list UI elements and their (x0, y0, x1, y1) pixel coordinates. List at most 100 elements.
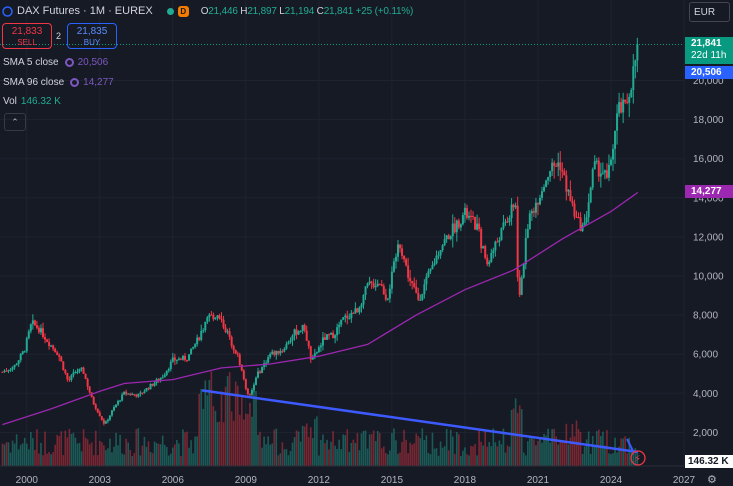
indicator-volume[interactable]: Vol 146.32 K (3, 96, 61, 107)
candle-body (362, 295, 365, 305)
volume-bar (186, 431, 188, 466)
volume-bar (7, 442, 10, 466)
candle-body (328, 334, 331, 336)
candle-body (218, 315, 221, 319)
candle-body (214, 317, 217, 320)
candle-body (518, 277, 521, 295)
volume-bar (42, 455, 44, 466)
candle-body (88, 386, 91, 393)
volume-bar (407, 453, 409, 466)
volume-bar (356, 433, 359, 466)
indicator-sma5[interactable]: SMA 5 close 20,506 (3, 57, 108, 68)
candle-body (612, 148, 615, 160)
candle-body (390, 271, 393, 289)
candle-body (384, 294, 387, 300)
volume-bar (245, 413, 247, 466)
candle-body (31, 320, 34, 325)
candle-body (589, 187, 592, 203)
lightning-icon: ⚡ (634, 454, 641, 465)
volume-bar (238, 414, 241, 466)
volume-bar (32, 438, 34, 466)
candle-body (451, 223, 454, 237)
volume-bar (524, 455, 527, 466)
candle-body (3, 370, 6, 372)
volume-bar (460, 455, 462, 466)
x-tick-label: 2006 (162, 475, 185, 486)
candle-body (532, 211, 535, 213)
volume-bar (409, 442, 411, 466)
candle-body (559, 162, 562, 170)
volume-bar (415, 433, 418, 466)
volume-bar (180, 455, 182, 466)
last-price-value: 21,841 (691, 38, 722, 49)
candle-body (285, 344, 288, 349)
volume-bar (212, 406, 215, 466)
gear-icon[interactable]: ⚙ (707, 474, 717, 486)
candle-body (437, 255, 440, 257)
candle-body (599, 173, 602, 177)
candle-body (204, 321, 207, 331)
candle-body (279, 351, 282, 354)
candle-body (605, 170, 608, 178)
candle-body (423, 284, 426, 295)
candle-body (163, 375, 166, 378)
volume-price-label: 146.32 K (685, 455, 733, 468)
volume-bar (502, 428, 505, 466)
volume-bar (269, 444, 271, 466)
volume-bar (589, 453, 592, 466)
volume-bar (202, 408, 205, 466)
candle-body (449, 236, 452, 240)
volume-bar (348, 451, 351, 466)
volume-bar (163, 444, 166, 466)
buy-button[interactable]: 21,835 BUY (67, 23, 117, 49)
candle-body (273, 351, 276, 355)
candle-body (545, 180, 548, 188)
candle-body (309, 346, 312, 360)
volume-bar (417, 435, 420, 466)
low-value: 21,194 (284, 5, 315, 17)
volume-bar (3, 444, 6, 466)
candle-body (265, 362, 268, 364)
volume-bar (113, 446, 115, 466)
volume-bar (255, 390, 257, 466)
candle-body (206, 317, 209, 322)
candle-body (84, 373, 87, 379)
volume-bar (447, 450, 450, 466)
candle-body (457, 220, 460, 228)
volume-bar (261, 447, 263, 466)
candle-body (303, 324, 306, 331)
ohlc-values: O21,446 H21,897 L21,194 C21,841 +25 (+0.… (201, 5, 414, 17)
volume-bar (610, 454, 612, 466)
x-tick-label: 2027 (673, 475, 696, 486)
candle-body (66, 373, 69, 380)
volume-bar (184, 432, 186, 466)
symbol-title[interactable]: DAX Futures · 1M · EUREX (17, 5, 153, 17)
candle-body (541, 191, 544, 198)
candle-body (472, 216, 475, 218)
candle-body (319, 345, 322, 348)
candle-body (338, 324, 341, 328)
eye-icon[interactable] (2, 5, 13, 17)
volume-bar (547, 428, 549, 466)
currency-select[interactable]: EUR (689, 2, 730, 22)
candle-body (555, 165, 558, 167)
close-label: C (316, 5, 324, 17)
indicator-sma96[interactable]: SMA 96 close 14,277 (3, 77, 114, 88)
volume-bar (506, 445, 509, 466)
candle-body (563, 171, 566, 176)
candle-body (196, 337, 199, 345)
volume-bar (82, 429, 85, 466)
candle-body (137, 393, 140, 397)
volume-bar (135, 429, 138, 466)
candle-body (614, 130, 617, 149)
sell-button[interactable]: 21,833 SELL (2, 23, 52, 49)
x-axis: 2000 2003 2006 2009 2012 2015 2018 2021 2024 2027 (0, 465, 696, 486)
volume-bar (328, 449, 330, 466)
candle-body (96, 408, 99, 413)
chevron-up-icon[interactable]: ⌃ (4, 113, 26, 131)
volume-bar (54, 444, 56, 466)
volume-bar (80, 451, 83, 466)
volume-bar (30, 431, 32, 466)
candle-body (54, 348, 57, 353)
